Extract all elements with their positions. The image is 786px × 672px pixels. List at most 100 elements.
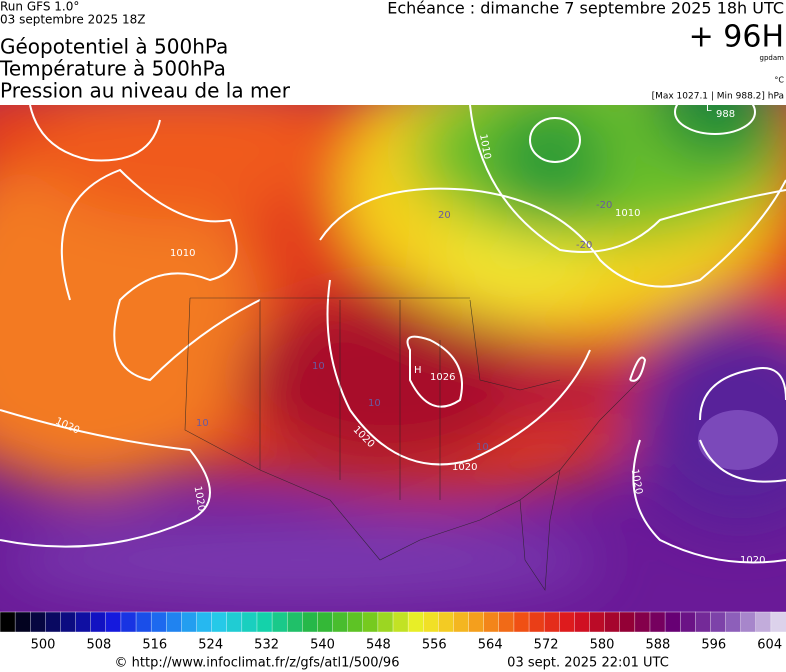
color-swatch [528, 611, 545, 633]
isobar-label: 1020 [740, 555, 765, 566]
map [0, 105, 786, 612]
color-swatch [725, 611, 742, 633]
color-swatch [695, 611, 712, 633]
color-swatch [619, 611, 636, 633]
color-swatch [559, 611, 576, 633]
colorbar-label: 532 [254, 638, 279, 653]
run: Run GFS 1.0° [0, 0, 79, 14]
color-swatch [105, 611, 122, 633]
color-swatch [423, 611, 440, 633]
color-swatch [317, 611, 334, 633]
generated-time: 03 sept. 2025 22:01 UTC [507, 656, 669, 671]
isobar-label: 1020 [452, 462, 477, 473]
colorbar-label: 572 [534, 638, 559, 653]
color-swatch [332, 611, 349, 633]
isobar-label: 1010 [170, 248, 195, 259]
color-swatch [0, 611, 16, 633]
isotherm-label: 20 [438, 210, 451, 221]
high-value: 1026 [430, 372, 455, 383]
isotherm-label: 10 [368, 398, 381, 409]
isobar-label: 1010 [615, 208, 640, 219]
color-swatch [589, 611, 606, 633]
color-swatch [271, 611, 288, 633]
unit: gpdam [760, 54, 785, 62]
color-swatch [377, 611, 394, 633]
color-swatch [150, 611, 167, 633]
title: Géopotentiel à 500hPa [0, 35, 228, 59]
title: Pression au niveau de la mer [0, 79, 291, 103]
colorbar-label: 516 [142, 638, 167, 653]
color-swatch [302, 611, 319, 633]
color-swatch [543, 611, 560, 633]
isotherm-label: 10 [312, 361, 325, 372]
low-value: 988 [716, 109, 735, 120]
isobar-label: 1010 [477, 133, 492, 160]
color-swatch [75, 611, 92, 633]
color-swatch [30, 611, 47, 633]
pressure-range: [Max 1027.1 | Min 988.2] hPa [652, 92, 784, 102]
color-swatch [468, 611, 485, 633]
valid-time: Echéance : dimanche 7 septembre 2025 18h… [387, 0, 784, 18]
color-swatch [513, 611, 530, 633]
color-swatch [755, 611, 772, 633]
high-marker: H [414, 365, 422, 376]
color-swatch [181, 611, 198, 633]
color-swatch [407, 611, 424, 633]
color-swatch [60, 611, 77, 633]
colorbar-label: 548 [366, 638, 391, 653]
color-swatch [14, 611, 31, 633]
color-swatch [392, 611, 409, 633]
colorbar-label: 524 [198, 638, 223, 653]
color-swatch [166, 611, 183, 633]
isobar-label: 1020 [192, 485, 207, 512]
isobars [0, 105, 786, 564]
color-swatch [45, 611, 62, 633]
isobar-label: 1020 [629, 468, 644, 495]
color-swatch [90, 611, 107, 633]
color-swatch [634, 611, 651, 633]
isotherm-label: 10 [196, 418, 209, 429]
colorbar: 500 508 516 524 532 540 548 556 564 572 580 588 596 6… [0, 611, 786, 653]
colorbar-label: 604 [757, 638, 782, 653]
color-swatch [241, 611, 258, 633]
colorbar-label: 556 [422, 638, 447, 653]
title: Température à 500hPa [0, 57, 226, 81]
color-swatch [286, 611, 304, 633]
color-swatch [347, 611, 364, 633]
isotherm-label: 10 [476, 442, 489, 453]
color-swatch [664, 611, 681, 633]
colorbar-label: 596 [701, 638, 726, 653]
color-swatch [740, 611, 757, 633]
color-swatch [211, 611, 228, 633]
color-swatch [196, 611, 213, 633]
color-swatch [483, 611, 500, 633]
source-url: © http://www.infoclimat.fr/z/gfs/atl1/50… [115, 656, 400, 671]
color-swatch [226, 611, 243, 633]
color-swatch [604, 611, 621, 633]
color-swatch [679, 611, 697, 633]
colorbar-label: 580 [590, 638, 615, 653]
run-date: 03 septembre 2025 18Z [0, 13, 145, 27]
color-swatch [362, 611, 379, 633]
color-swatch [770, 611, 786, 633]
colorbar-label: 588 [645, 638, 670, 653]
lead-time: + 96H [689, 20, 784, 55]
color-swatch [120, 611, 137, 633]
low-marker: L [706, 103, 712, 114]
colorbar-label: 508 [86, 638, 111, 653]
colorbar-label: 564 [478, 638, 503, 653]
colorbar-label: 540 [310, 638, 335, 653]
unit: °C [774, 76, 784, 85]
isotherm-label: -20 [596, 200, 612, 211]
color-swatch [256, 611, 273, 633]
map-labels: 1010 1010 1010 20 -20 -20 L 988 H 1026 1… [53, 103, 765, 566]
color-swatch [649, 611, 666, 633]
color-swatch [135, 611, 152, 633]
color-swatch [710, 611, 727, 633]
color-swatch [453, 611, 470, 633]
colorbar-label: 500 [31, 638, 56, 653]
color-swatch [574, 611, 591, 633]
color-swatch [498, 611, 515, 633]
